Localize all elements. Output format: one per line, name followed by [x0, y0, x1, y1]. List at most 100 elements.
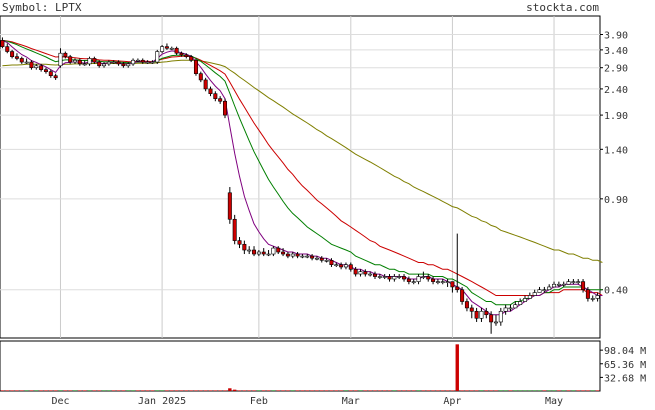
candle-body [271, 247, 276, 255]
candle-body [455, 286, 460, 291]
candle-body [402, 276, 407, 280]
candle-body [169, 47, 174, 50]
volume-bar [513, 390, 518, 391]
volume-bar [503, 390, 508, 391]
candle-body [527, 295, 532, 299]
volume-bar [92, 390, 97, 391]
volume-bar [387, 390, 392, 391]
volume-bar [465, 390, 469, 391]
volume-bar [378, 390, 382, 391]
volume-bar [508, 390, 513, 391]
volume-bar [15, 390, 19, 391]
volume-bar [145, 390, 150, 391]
price-panel-frame [0, 15, 601, 339]
volume-bar [179, 390, 184, 391]
candle-body [411, 281, 416, 283]
volume-tick-label: 32.68 M [604, 373, 646, 384]
volume-bar [571, 390, 576, 391]
candle-body [368, 273, 373, 276]
volume-bar [518, 390, 522, 391]
candle-body [348, 264, 353, 270]
volume-bar [474, 390, 479, 391]
volume-bar [324, 390, 329, 391]
volume-bar [150, 390, 155, 391]
candle-body [150, 61, 155, 64]
volume-bar [344, 390, 348, 391]
candle-body [373, 273, 377, 277]
volume-bar [223, 390, 227, 391]
volume-bar [170, 390, 174, 391]
volume-bar [39, 390, 43, 391]
candle-body [343, 264, 348, 268]
y-tick-label: 0.40 [604, 286, 628, 297]
volume-bar [20, 390, 24, 391]
volume-bar [494, 390, 498, 391]
candle-body [77, 59, 82, 65]
volume-bar [242, 390, 247, 391]
candle-body [126, 63, 131, 67]
candle-body [121, 63, 126, 67]
candle-body [329, 260, 334, 266]
candle-body [135, 59, 140, 62]
candle-body [382, 276, 387, 278]
volume-bar [218, 390, 222, 391]
candle-body [363, 271, 368, 275]
volume-bar [203, 390, 208, 391]
volume-bar [102, 390, 106, 391]
candle-body [435, 281, 440, 283]
volume-bar [257, 390, 261, 391]
volume-bar [24, 390, 29, 391]
candle-body [87, 58, 92, 65]
volume-bar [281, 390, 285, 391]
x-tick-label: Apr [443, 396, 461, 406]
volume-bar [73, 390, 77, 391]
volume-bar [184, 390, 188, 391]
candle-body [184, 54, 189, 57]
volume-bar [484, 390, 488, 391]
x-tick-label: Jan 2025 [138, 396, 186, 406]
volume-bar [450, 390, 455, 391]
volume-bar [339, 390, 343, 391]
candle-body [198, 73, 203, 81]
volume-bar [407, 390, 411, 391]
candle-body [464, 301, 469, 309]
volume-bar [228, 388, 232, 391]
candle-body [537, 289, 542, 293]
volume-bar [199, 390, 203, 391]
volume-bar [586, 390, 590, 391]
candle-body [227, 192, 232, 220]
volume-bar [189, 390, 193, 391]
candle-body [542, 289, 547, 292]
volume-bar [44, 390, 48, 391]
volume-bar [97, 390, 101, 391]
y-tick-label: 1.90 [604, 111, 628, 122]
candle-body [571, 281, 576, 283]
candle-body [189, 56, 194, 61]
volume-bar [431, 390, 435, 391]
volume-bar [295, 390, 300, 391]
x-tick-label: Dec [51, 396, 69, 406]
candle-body [203, 79, 208, 90]
volume-bar [194, 390, 198, 391]
volume-bar [460, 390, 464, 391]
candle-body [213, 93, 218, 99]
volume-bar [392, 390, 397, 391]
candle-body [208, 88, 213, 94]
candle-body [334, 264, 339, 267]
candle-body [523, 298, 527, 302]
candle-body [261, 251, 266, 255]
candle-body [5, 46, 10, 52]
volume-bar [479, 390, 484, 391]
candle-body [319, 257, 324, 261]
volume-bar [426, 390, 430, 391]
y-tick-label: 2.90 [604, 64, 628, 75]
candle-body [102, 63, 107, 67]
candle-body [339, 264, 344, 268]
volume-bar [397, 390, 401, 391]
volume-bar [368, 390, 372, 391]
volume-bar [455, 344, 459, 391]
candle-body [397, 276, 402, 278]
volume-bar [232, 389, 237, 391]
volume-bar [402, 390, 406, 391]
